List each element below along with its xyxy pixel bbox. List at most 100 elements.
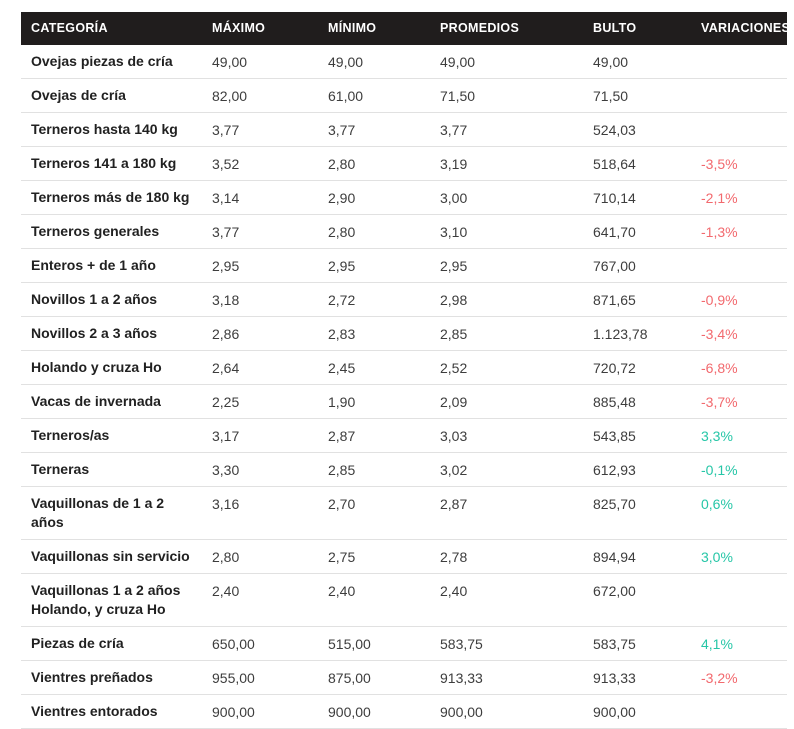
category-cell: Piezas de cría — [21, 626, 212, 661]
category-cell: Terneros/as — [21, 418, 212, 453]
promedios-cell: 2,52 — [440, 350, 593, 385]
bulto-cell: 710,14 — [593, 180, 701, 215]
bulto-cell: 913,33 — [593, 660, 701, 695]
minimo-cell: 61,00 — [328, 78, 440, 113]
promedios-cell: 2,87 — [440, 486, 593, 540]
minimo-cell: 515,00 — [328, 626, 440, 661]
header-row: CATEGORÍA MÁXIMO MÍNIMO PROMEDIOS BULTO VARIA… — [21, 12, 790, 45]
minimo-cell: 2,80 — [328, 146, 440, 181]
promedios-cell: 2,78 — [440, 539, 593, 574]
table-row: Terneros más de 180 kg 3,14 2,90 3,00 710,14… — [21, 180, 787, 215]
minimo-cell: 2,90 — [328, 180, 440, 215]
variacion-cell — [701, 694, 787, 729]
promedios-cell: 71,50 — [440, 78, 593, 113]
promedios-cell: 2,98 — [440, 282, 593, 317]
maximo-cell: 3,14 — [212, 180, 328, 215]
bulto-cell: 720,72 — [593, 350, 701, 385]
minimo-cell: 2,87 — [328, 418, 440, 453]
promedios-cell: 913,33 — [440, 660, 593, 695]
bulto-cell: 518,64 — [593, 146, 701, 181]
maximo-cell: 955,00 — [212, 660, 328, 695]
maximo-cell: 3,77 — [212, 112, 328, 147]
category-cell: Terneras — [21, 452, 212, 487]
minimo-cell: 2,70 — [328, 486, 440, 540]
promedios-cell: 3,10 — [440, 214, 593, 249]
column-header-variaciones: VARIACIONES — [701, 12, 790, 45]
promedios-cell: 2,09 — [440, 384, 593, 419]
promedios-cell: 3,19 — [440, 146, 593, 181]
bulto-cell: 885,48 — [593, 384, 701, 419]
table-row: Novillos 1 a 2 años 3,18 2,72 2,98 871,65 -0,… — [21, 282, 787, 317]
maximo-cell: 900,00 — [212, 694, 328, 729]
minimo-cell: 2,85 — [328, 452, 440, 487]
maximo-cell: 2,95 — [212, 248, 328, 283]
variacion-cell: -6,8% — [701, 350, 787, 385]
variacion-cell: -0,1% — [701, 452, 787, 487]
minimo-cell: 49,00 — [328, 45, 440, 79]
bulto-cell: 900,00 — [593, 694, 701, 729]
category-cell: Vientres entorados — [21, 694, 212, 729]
promedios-cell: 3,02 — [440, 452, 593, 487]
table-row: Vaquillonas de 1 a 2 años 3,16 2,70 2,87 825… — [21, 486, 787, 540]
bulto-cell: 1.123,78 — [593, 316, 701, 351]
bulto-cell: 825,70 — [593, 486, 701, 540]
variacion-cell — [701, 78, 787, 113]
category-cell: Novillos 1 a 2 años — [21, 282, 212, 317]
variacion-cell — [701, 573, 787, 627]
maximo-cell: 2,25 — [212, 384, 328, 419]
category-cell: Novillos 2 a 3 años — [21, 316, 212, 351]
minimo-cell: 2,72 — [328, 282, 440, 317]
variacion-cell: -1,3% — [701, 214, 787, 249]
maximo-cell: 3,16 — [212, 486, 328, 540]
promedios-cell: 2,40 — [440, 573, 593, 627]
variacion-cell: -3,5% — [701, 146, 787, 181]
minimo-cell: 2,80 — [328, 214, 440, 249]
maximo-cell: 82,00 — [212, 78, 328, 113]
column-header-maximo: MÁXIMO — [212, 12, 328, 45]
table-row: Novillos 2 a 3 años 2,86 2,83 2,85 1.123,78-… — [21, 316, 787, 351]
table-row: Vacas de invernada 2,25 1,90 2,09 885,48 -3,7… — [21, 384, 787, 419]
variacion-cell: -3,2% — [701, 660, 787, 695]
maximo-cell: 650,00 — [212, 626, 328, 661]
column-header-minimo: MÍNIMO — [328, 12, 440, 45]
table-row: Terneros hasta 140 kg 3,77 3,77 3,77 524,03 — [21, 112, 787, 147]
variacion-cell: 0,6% — [701, 486, 787, 540]
bulto-cell: 672,00 — [593, 573, 701, 627]
column-header-categoria: CATEGORÍA — [21, 12, 212, 45]
category-cell: Ovejas piezas de cría — [21, 45, 212, 79]
table-row: Vaquillonas 1 a 2 años Holando, y cruza … — [21, 573, 787, 627]
variacion-cell: -3,7% — [701, 384, 787, 419]
minimo-cell: 875,00 — [328, 660, 440, 695]
variacion-cell: -2,1% — [701, 180, 787, 215]
promedios-cell: 2,85 — [440, 316, 593, 351]
maximo-cell: 3,77 — [212, 214, 328, 249]
maximo-cell: 3,30 — [212, 452, 328, 487]
maximo-cell: 3,18 — [212, 282, 328, 317]
variacion-cell: 4,1% — [701, 626, 787, 661]
table-row: Enteros + de 1 año 2,95 2,95 2,95 767,00 — [21, 248, 787, 283]
category-cell: Terneros 141 a 180 kg — [21, 146, 212, 181]
promedios-cell: 900,00 — [440, 694, 593, 729]
bulto-cell: 767,00 — [593, 248, 701, 283]
variacion-cell — [701, 112, 787, 147]
category-cell: Vientres preñados — [21, 660, 212, 695]
variacion-cell: 3,3% — [701, 418, 787, 453]
maximo-cell: 49,00 — [212, 45, 328, 79]
promedios-cell: 2,95 — [440, 248, 593, 283]
price-table-container: CATEGORÍA MÁXIMO MÍNIMO PROMEDIOS BULTO VARIA… — [21, 12, 790, 729]
bulto-cell: 583,75 — [593, 626, 701, 661]
table-row: Ovejas piezas de cría 49,00 49,00 49,00 49,0… — [21, 45, 787, 79]
category-cell: Vaquillonas de 1 a 2 años — [21, 486, 212, 540]
category-cell: Terneros generales — [21, 214, 212, 249]
bulto-cell: 524,03 — [593, 112, 701, 147]
maximo-cell: 3,17 — [212, 418, 328, 453]
minimo-cell: 2,75 — [328, 539, 440, 574]
minimo-cell: 2,45 — [328, 350, 440, 385]
table-row: Vaquillonas sin servicio 2,80 2,75 2,78 894,… — [21, 539, 787, 574]
variacion-cell: 3,0% — [701, 539, 787, 574]
table-row: Terneros generales 3,77 2,80 3,10 641,70 -1,3… — [21, 214, 787, 249]
table-row: Terneros 141 a 180 kg 3,52 2,80 3,19 518,64-… — [21, 146, 787, 181]
bulto-cell: 612,93 — [593, 452, 701, 487]
variacion-cell — [701, 248, 787, 283]
bulto-cell: 543,85 — [593, 418, 701, 453]
